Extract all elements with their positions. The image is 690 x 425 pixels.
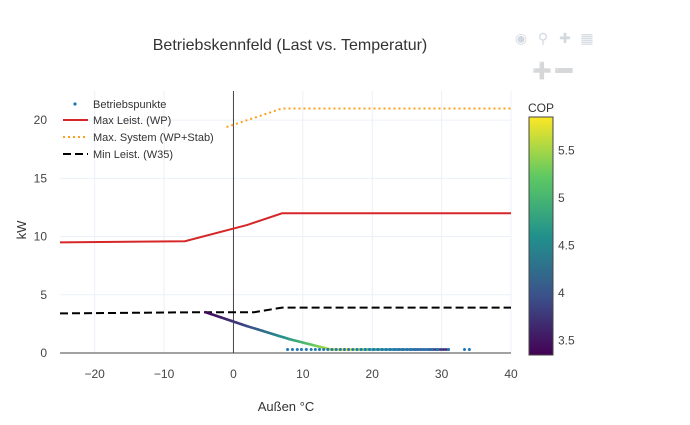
scatter-point xyxy=(313,348,317,352)
zoom-out-icon[interactable]: ➖ xyxy=(554,63,574,80)
scatter-point xyxy=(309,348,313,352)
series-line-2 xyxy=(226,107,511,129)
modebar-top: ◉ ⚲ ✚ ▦ xyxy=(513,30,595,46)
scatter-point xyxy=(355,348,359,352)
y-axis-title: kW xyxy=(14,220,29,240)
scatter-point xyxy=(338,348,342,352)
scatter-point xyxy=(342,348,346,352)
x-tick-label: 30 xyxy=(435,367,449,381)
legend-item-min-leist-w35[interactable]: Min Leist. (W35) xyxy=(63,149,173,161)
colorbar-tick-label: 3.5 xyxy=(558,334,575,348)
legend-item-max-leist-wp[interactable]: Max Leist. (WP) xyxy=(63,115,171,127)
zoom-in-icon[interactable]: ➕ xyxy=(532,63,552,80)
scatter-point xyxy=(426,348,430,352)
bar-chart-icon[interactable]: ▦ xyxy=(580,29,594,46)
scatter-point xyxy=(417,348,421,352)
series-line-3 xyxy=(59,306,511,315)
y-tick-labels: 0 5 10 15 20 xyxy=(34,113,48,360)
colorbar-tick-label: 4 xyxy=(558,286,565,300)
pan-icon[interactable]: ✚ xyxy=(559,29,571,46)
scatter-point xyxy=(467,348,471,352)
scatter-point xyxy=(330,348,334,352)
series-line-1 xyxy=(59,212,511,244)
y-tick-label: 0 xyxy=(40,346,47,360)
x-tick-labels: −20 −10 0 10 20 30 40 xyxy=(85,367,518,381)
scatter-point xyxy=(326,348,330,352)
legend-item-max-system[interactable]: Max. System (WP+Stab) xyxy=(63,132,214,144)
legend-marker-betriebspunkte xyxy=(73,102,77,106)
modebar-bottom: ➕ ➖ xyxy=(532,63,574,80)
legend-label-max-system: Max. System (WP+Stab) xyxy=(93,132,214,144)
legend-label-min-leist-w35: Min Leist. (W35) xyxy=(93,149,173,161)
scatter-point xyxy=(372,348,376,352)
x-tick-label: 0 xyxy=(230,367,237,381)
y-tick-label: 20 xyxy=(34,113,48,127)
chart-title: Betriebskennfeld (Last vs. Temperatur) xyxy=(153,37,428,54)
scatter-point xyxy=(367,348,371,352)
colorbar-tick-label: 4.5 xyxy=(558,239,575,253)
colorbar-title: COP xyxy=(528,101,554,115)
scatter-point xyxy=(405,348,409,352)
scatter-point xyxy=(304,348,308,352)
scatter-point xyxy=(359,348,363,352)
scatter-point xyxy=(422,348,426,352)
zero-line xyxy=(60,91,511,354)
x-tick-label: −20 xyxy=(85,367,106,381)
x-tick-label: 40 xyxy=(504,367,518,381)
colorbar-tick-labels: 3.5 4 4.5 5 5.5 xyxy=(558,143,575,347)
chart-legend: Betriebspunkte Max Leist. (WP) Max. Syst… xyxy=(63,99,214,161)
scatter-point xyxy=(392,348,396,352)
scatter-point xyxy=(351,348,355,352)
colorbar: COP 3.5 4 4.5 5 5.5 xyxy=(528,101,575,356)
scatter-point xyxy=(435,348,439,352)
scatter-point xyxy=(295,348,299,352)
plot-traces xyxy=(59,107,511,352)
scatter-point xyxy=(347,348,351,352)
x-tick-label: 20 xyxy=(366,367,380,381)
scatter-point xyxy=(363,348,367,352)
scatter-point xyxy=(286,348,290,352)
scatter-point xyxy=(397,348,401,352)
y-tick-label: 5 xyxy=(40,288,47,302)
scatter-point xyxy=(380,348,384,352)
scatter-point xyxy=(317,348,321,352)
scatter-point xyxy=(413,348,417,352)
scatter-point xyxy=(322,348,326,352)
x-tick-label: −10 xyxy=(154,367,175,381)
scatter-point xyxy=(430,348,434,352)
zoom-icon[interactable]: ⚲ xyxy=(537,29,549,46)
scatter-point xyxy=(384,348,388,352)
scatter-point xyxy=(447,348,451,352)
scatter-point xyxy=(388,348,392,352)
scatter-point xyxy=(401,348,405,352)
colorbar-scale xyxy=(528,116,554,356)
y-tick-label: 15 xyxy=(34,171,48,185)
legend-label-betriebspunkte: Betriebspunkte xyxy=(93,99,166,111)
colorbar-tick-label: 5 xyxy=(558,191,565,205)
x-axis-title: Außen °C xyxy=(258,399,315,414)
colorbar-tick-label: 5.5 xyxy=(558,143,575,157)
grid-lines xyxy=(60,91,512,354)
camera-icon[interactable]: ◉ xyxy=(514,29,528,46)
legend-label-max-leist-wp: Max Leist. (WP) xyxy=(93,115,171,127)
legend-item-betriebspunkte[interactable]: Betriebspunkte xyxy=(73,99,166,111)
scatter-point xyxy=(409,348,413,352)
scatter-point xyxy=(334,348,338,352)
y-tick-label: 10 xyxy=(34,230,48,244)
scatter-point xyxy=(299,348,303,352)
scatter-point xyxy=(463,348,467,352)
scatter-point xyxy=(290,348,294,352)
x-tick-label: 10 xyxy=(296,367,310,381)
scatter-point xyxy=(376,348,380,352)
